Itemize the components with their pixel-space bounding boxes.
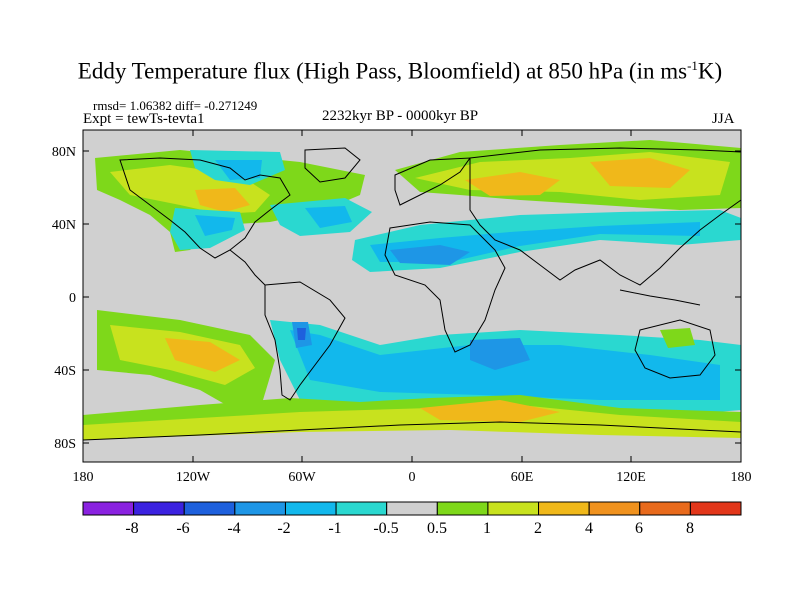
colorbar-box xyxy=(588,501,641,516)
anomaly-antarctic-grey xyxy=(83,430,741,462)
lat-ticks xyxy=(83,150,741,444)
coastlines xyxy=(83,147,741,441)
lon-ticks xyxy=(82,130,742,462)
anomaly-sh-darkblue xyxy=(297,328,306,340)
anomaly-eurasia-orange-west xyxy=(465,172,560,196)
colorbar-box xyxy=(82,501,135,516)
colorbar-box xyxy=(234,501,286,516)
colorbar-box xyxy=(538,501,590,516)
colorbar xyxy=(82,501,742,516)
colorbar-box xyxy=(133,501,185,516)
colorbar-label-m4: -4 xyxy=(227,520,241,537)
anomaly-natl-lightblue xyxy=(305,206,352,228)
colorbar-box xyxy=(335,501,388,516)
colorbar-label-m6: -6 xyxy=(176,520,190,537)
lon-label-180e: 180 xyxy=(731,470,752,485)
colorbar-label-m1: -1 xyxy=(328,520,342,537)
map-title: Eddy Temperature flux (High Pass, Bloomf… xyxy=(77,58,723,84)
anomaly-pacific-lightblue xyxy=(195,215,235,236)
anomaly-sahara-blue xyxy=(390,245,470,265)
anomaly-na-orange xyxy=(195,188,250,212)
colorbar-label-m8: -8 xyxy=(125,520,139,537)
coast-indonesia xyxy=(619,289,701,306)
colorbar-box xyxy=(487,501,540,516)
lat-label-40n: 40N xyxy=(52,218,76,233)
lon-label-60e: 60E xyxy=(511,470,534,485)
coast-central-america xyxy=(229,249,266,286)
coast-australia xyxy=(634,319,716,379)
colorbar-box xyxy=(183,501,236,516)
lat-label-80n: 80N xyxy=(52,145,76,160)
colorbar-label-m2: -2 xyxy=(277,520,291,537)
lat-label-0: 0 xyxy=(69,291,76,306)
colorbar-label-m05: -0.5 xyxy=(373,520,399,537)
coast-europe xyxy=(394,157,472,206)
coast-africa xyxy=(384,221,506,353)
lat-label-80s: 80S xyxy=(54,437,76,452)
colorbar-box xyxy=(284,501,337,516)
stats-text: rmsd= 1.06382 diff= -0.271249 xyxy=(93,98,258,113)
anomaly-sh-southpacific-orange xyxy=(165,338,240,372)
lon-label-60w: 60W xyxy=(288,470,316,485)
colorbar-box xyxy=(639,501,691,516)
anomaly-canada-lightblue xyxy=(215,160,262,180)
colorbar-label-1: 1 xyxy=(483,520,491,537)
colorbar-label-05: 0.5 xyxy=(427,520,447,537)
anomaly-eurasia-orange-east xyxy=(590,158,690,188)
colorbar-label-6: 6 xyxy=(635,520,643,537)
colorbar-box xyxy=(689,501,742,516)
colorbar-label-2: 2 xyxy=(534,520,542,537)
experiment-label: Expt = tewTs-tevta1 xyxy=(83,111,205,127)
season-label: JJA xyxy=(712,111,735,127)
map-plot-area xyxy=(83,130,741,462)
coast-north-america xyxy=(119,157,291,259)
anomaly-sh-australia-green xyxy=(660,328,695,348)
colorbar-label-8: 8 xyxy=(686,520,694,537)
colorbar-box xyxy=(386,501,438,516)
period-label: 2232kyr BP - 0000kyr BP xyxy=(322,108,479,124)
coast-asia xyxy=(469,147,741,286)
lon-label-120e: 120E xyxy=(616,470,646,485)
lon-label-180w: 180 xyxy=(73,470,94,485)
lon-label-0: 0 xyxy=(409,470,416,485)
anomaly-antarctic-orange xyxy=(420,400,560,422)
colorbar-box xyxy=(436,501,489,516)
colorbar-label-4: 4 xyxy=(585,520,593,537)
coast-antarctica xyxy=(83,421,741,441)
coast-greenland xyxy=(304,147,361,183)
coast-south-america xyxy=(264,281,346,401)
anomaly-sh-blue-africa xyxy=(470,338,530,370)
lon-label-120w: 120W xyxy=(176,470,211,485)
lat-label-40s: 40S xyxy=(54,364,76,379)
